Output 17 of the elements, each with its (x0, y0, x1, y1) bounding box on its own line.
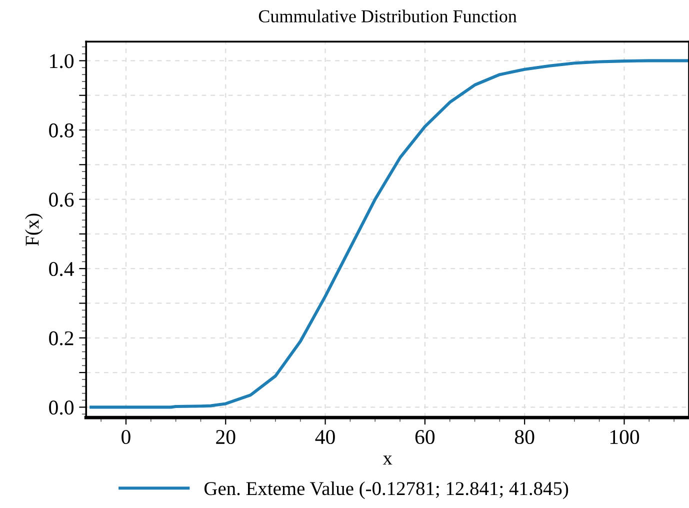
x-tick-label: 80 (514, 430, 534, 444)
x-tick-label: 0 (122, 430, 130, 444)
chart-title: Cummulative Distribution Function (258, 10, 517, 22)
y-tick-label: 0.4 (49, 262, 74, 276)
y-tick-label: 0.8 (49, 123, 74, 138)
y-tick-label: 0.0 (49, 400, 74, 415)
y-tick-label: 0.2 (49, 331, 74, 346)
legend-label: Gen. Exteme Value (-0.12781; 12.841; 41.845) (204, 481, 568, 500)
x-axis-title: x (382, 456, 392, 465)
y-tick-label: 0.6 (49, 192, 74, 207)
y-tick-label: 1.0 (50, 54, 74, 68)
x-tick-label: 20 (216, 430, 236, 444)
x-tick-label: 100 (610, 430, 640, 444)
x-tick-label: 40 (315, 430, 335, 444)
y-axis-title: F(x) (25, 214, 43, 246)
line-series (90, 59, 689, 409)
x-tick-label: 60 (415, 430, 435, 444)
